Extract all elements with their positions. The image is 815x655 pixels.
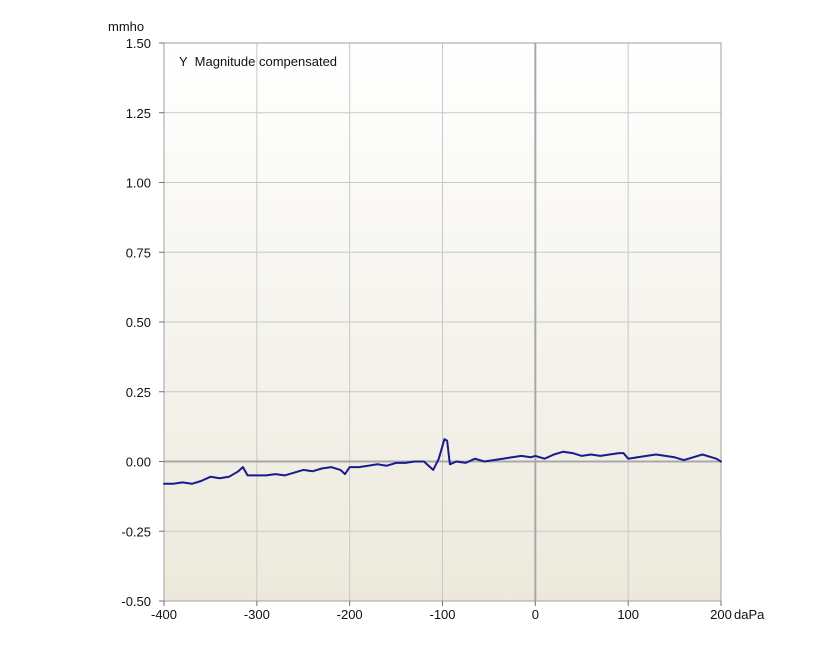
y-tick-label: 1.50	[126, 36, 151, 51]
x-tick-label: -100	[429, 607, 455, 622]
x-tick-label: -400	[151, 607, 177, 622]
series-layer	[163, 438, 722, 485]
y-tick-label: 0.75	[126, 245, 151, 260]
y-tick-label: 0.00	[126, 455, 151, 470]
x-axis-ticks: -400 -300 -200 -100 0 100 200	[151, 601, 732, 622]
y-tick-label: 1.00	[126, 176, 151, 191]
chart-annotation: Y Magnitude compensated	[179, 54, 337, 69]
y-tick-label: 0.25	[126, 385, 151, 400]
x-tick-label: 200	[710, 607, 732, 622]
y-tick-label: -0.50	[121, 594, 151, 609]
y-tick-label: -0.25	[121, 524, 151, 539]
x-tick-label: 0	[532, 607, 539, 622]
x-tick-label: -300	[244, 607, 270, 622]
x-axis-unit-label: daPa	[734, 607, 765, 622]
y-axis-unit-label: mmho	[108, 19, 144, 34]
zero-lines	[164, 43, 721, 601]
y-tick-label: 1.25	[126, 106, 151, 121]
series-line	[163, 438, 722, 485]
y-axis-ticks: 1.50 1.25 1.00 0.75 0.50 0.25 0.00 -0.25 -0.50	[121, 36, 164, 609]
x-tick-label: -200	[337, 607, 363, 622]
x-tick-label: 100	[617, 607, 639, 622]
y-tick-label: 0.50	[126, 315, 151, 330]
